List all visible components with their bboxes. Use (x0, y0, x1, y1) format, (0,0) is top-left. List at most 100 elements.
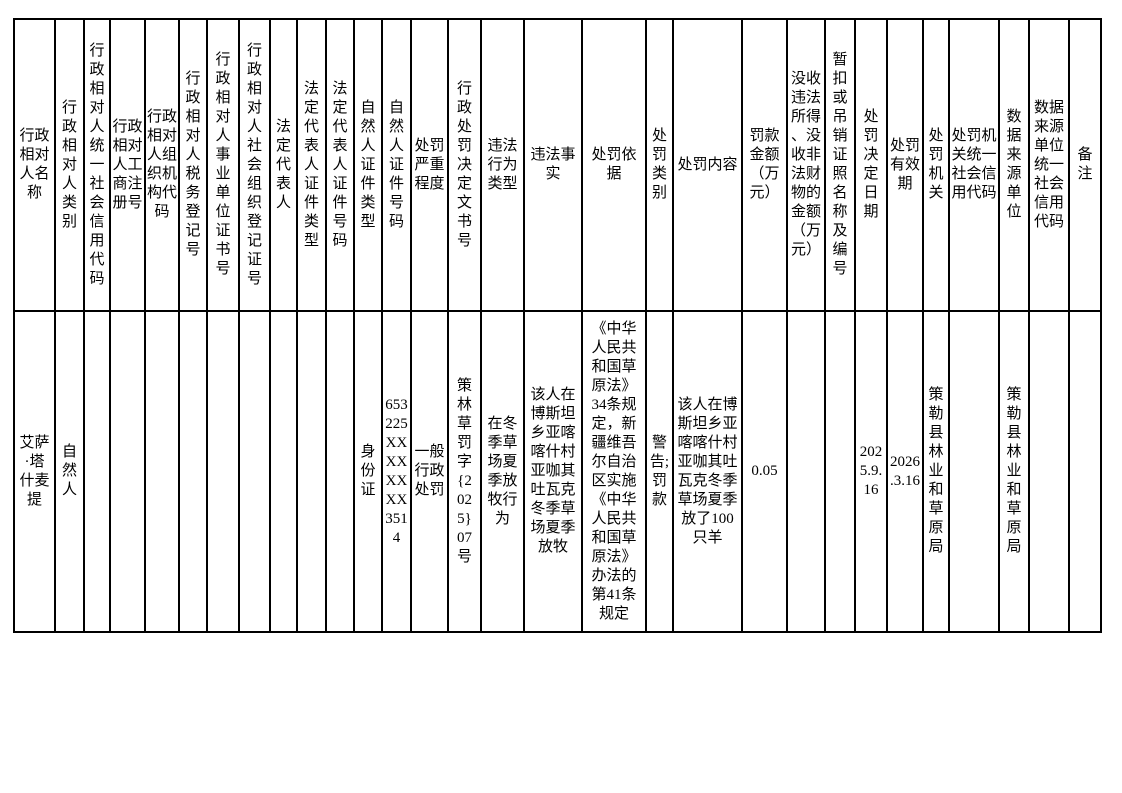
penalty-table: 行政相对人名称 行政相对人类别 行政相对人统一社会信用代码 行政相对人工商注册号 行政相… (13, 18, 1102, 633)
cell-value-party-name: 艾萨·塔什麦提 (19, 434, 50, 508)
header-cell-legal-rep-id-type: 法定代表人证件类型 (296, 18, 327, 312)
cell-party-type: 自然人 (54, 310, 85, 633)
header-cell-remarks: 备注 (1068, 18, 1102, 312)
cell-penalty-severity: 一般行政处罚 (410, 310, 449, 633)
header-cell-violation-facts: 违法事实 (523, 18, 583, 312)
header-cell-fine-amount: 罚款金额（万元） (741, 18, 788, 312)
cell-value-person-id-no: 653225XXXXXXXX3514 (385, 396, 408, 546)
header-label-social-org-cert-no: 行政相对人社会组织登记证号 (246, 42, 262, 287)
header-label-person-id-type: 自然人证件类型 (360, 99, 376, 230)
header-cell-party-type: 行政相对人类别 (54, 18, 85, 312)
cell-business-reg-no (109, 310, 146, 633)
header-cell-tax-reg-no: 行政相对人税务登记号 (178, 18, 208, 312)
cell-value-penalty-severity: 一般行政处罚 (414, 444, 445, 498)
header-label-violation-type: 违法行为类型 (487, 137, 518, 192)
header-cell-legal-rep: 法定代表人 (269, 18, 298, 312)
header-cell-penalty-category: 处罚类别 (645, 18, 674, 312)
header-cell-decision-doc-no: 行政处罚决定文书号 (447, 18, 482, 312)
header-label-decision-date: 处罚决定日期 (863, 109, 879, 220)
header-cell-party-name: 行政相对人名称 (13, 18, 56, 312)
header-cell-penalty-basis: 处罚依据 (581, 18, 647, 312)
cell-authority-credit-code (948, 310, 1000, 633)
cell-confiscation-amount (786, 310, 826, 633)
header-cell-penalty-severity: 处罚严重程度 (410, 18, 449, 312)
cell-value-violation-facts: 该人在博斯坦乡亚喀喀什村亚咖其吐瓦克冬季草场夏季放牧 (530, 387, 576, 555)
header-label-data-source-credit-code: 数据来源单位统一社会信用代码 (1033, 99, 1064, 230)
header-label-legal-rep-id-type: 法定代表人证件类型 (303, 80, 319, 249)
cell-value-decision-doc-no: 策林草罚字{2025}07号 (456, 377, 472, 565)
header-cell-penalty-authority: 处罚机关 (922, 18, 950, 312)
header-row: 行政相对人名称 行政相对人类别 行政相对人统一社会信用代码 行政相对人工商注册号 行政相… (13, 18, 1102, 312)
cell-person-id-no: 653225XXXXXXXX3514 (381, 310, 412, 633)
header-cell-data-source-unit: 数据来源单位 (998, 18, 1030, 312)
cell-license-revocation (824, 310, 856, 633)
header-cell-data-source-credit-code: 数据来源单位统一社会信用代码 (1028, 18, 1070, 312)
header-cell-person-id-no: 自然人证件号码 (381, 18, 412, 312)
header-label-legal-rep-id-no: 法定代表人证件号码 (332, 80, 348, 249)
cell-value-decision-date: 2025.9.16 (859, 444, 883, 498)
header-cell-social-org-cert-no: 行政相对人社会组织登记证号 (238, 18, 271, 312)
cell-legal-rep-id-type (296, 310, 327, 633)
header-cell-institution-cert-no: 行政相对人事业单位证书号 (206, 18, 240, 312)
header-label-remarks: 备注 (1077, 147, 1093, 182)
header-label-license-revocation: 暂扣或吊销证照名称及编号 (832, 52, 848, 277)
document-page: 行政相对人名称 行政相对人类别 行政相对人统一社会信用代码 行政相对人工商注册号 行政相… (13, 18, 1102, 633)
header-label-data-source-unit: 数据来源单位 (1006, 109, 1022, 220)
cell-party-name: 艾萨·塔什麦提 (13, 310, 56, 633)
header-cell-violation-type: 违法行为类型 (480, 18, 525, 312)
cell-value-data-source-unit: 策勒县林业和草原局 (1006, 387, 1022, 555)
cell-social-org-cert-no (238, 310, 271, 633)
cell-institution-cert-no (206, 310, 240, 633)
cell-value-penalty-basis: 《中华人民共和国草原法》34条规定，新疆维吾尔自治区实施《中华人民共和国草原法》… (591, 320, 637, 622)
cell-value-violation-type: 在冬季草场夏季放牧行为 (487, 415, 518, 527)
cell-validity-period: 2026.3.16 (886, 310, 924, 633)
data-row: 艾萨·塔什麦提 自然人 身份证 653225XXXXXXXX3514 一般行政处罚 策林草… (13, 310, 1102, 633)
cell-fine-amount: 0.05 (741, 310, 788, 633)
cell-person-id-type: 身份证 (353, 310, 383, 633)
header-label-authority-credit-code: 处罚机关统一社会信用代码 (951, 128, 997, 201)
header-cell-org-code: 行政相对人组织机构代码 (144, 18, 180, 312)
cell-value-validity-period: 2026.3.16 (890, 453, 920, 489)
header-cell-penalty-content: 处罚内容 (672, 18, 743, 312)
cell-value-party-type: 自然人 (61, 444, 77, 498)
header-label-decision-doc-no: 行政处罚决定文书号 (456, 80, 472, 249)
header-label-org-code: 行政相对人组织机构代码 (146, 109, 177, 220)
cell-penalty-basis: 《中华人民共和国草原法》34条规定，新疆维吾尔自治区实施《中华人民共和国草原法》… (581, 310, 647, 633)
header-cell-authority-credit-code: 处罚机关统一社会信用代码 (948, 18, 1000, 312)
cell-tax-reg-no (178, 310, 208, 633)
cell-value-penalty-authority: 策勒县林业和草原局 (928, 387, 944, 555)
header-label-validity-period: 处罚有效期 (890, 137, 921, 192)
header-label-tax-reg-no: 行政相对人税务登记号 (185, 71, 201, 258)
cell-value-penalty-category: 警告;罚款 (649, 434, 670, 508)
header-label-party-credit-code: 行政相对人统一社会信用代码 (89, 42, 105, 287)
header-cell-legal-rep-id-no: 法定代表人证件号码 (325, 18, 355, 312)
cell-org-code (144, 310, 180, 633)
header-cell-decision-date: 处罚决定日期 (854, 18, 888, 312)
header-cell-person-id-type: 自然人证件类型 (353, 18, 383, 312)
header-cell-business-reg-no: 行政相对人工商注册号 (109, 18, 146, 312)
header-label-penalty-content: 处罚内容 (677, 156, 738, 173)
cell-violation-type: 在冬季草场夏季放牧行为 (480, 310, 525, 633)
cell-party-credit-code (83, 310, 111, 633)
header-cell-party-credit-code: 行政相对人统一社会信用代码 (83, 18, 111, 312)
header-label-violation-facts: 违法事实 (530, 147, 576, 182)
header-label-institution-cert-no: 行政相对人事业单位证书号 (215, 52, 231, 277)
header-cell-license-revocation: 暂扣或吊销证照名称及编号 (824, 18, 856, 312)
header-label-penalty-severity: 处罚严重程度 (414, 137, 445, 192)
cell-penalty-content: 该人在博斯坦乡亚喀喀什村亚咖其吐瓦克冬季草场夏季放了100只羊 (672, 310, 743, 633)
cell-data-source-unit: 策勒县林业和草原局 (998, 310, 1030, 633)
header-label-business-reg-no: 行政相对人工商注册号 (112, 118, 143, 211)
header-label-person-id-no: 自然人证件号码 (388, 99, 404, 230)
cell-penalty-category: 警告;罚款 (645, 310, 674, 633)
header-label-confiscation-amount: 没收违法所得、没收非法财物的金额（万元） (790, 71, 821, 258)
cell-value-person-id-type: 身份证 (360, 444, 376, 498)
cell-remarks (1068, 310, 1102, 633)
cell-decision-date: 2025.9.16 (854, 310, 888, 633)
header-label-party-type: 行政相对人类别 (61, 99, 77, 230)
cell-decision-doc-no: 策林草罚字{2025}07号 (447, 310, 482, 633)
cell-violation-facts: 该人在博斯坦乡亚喀喀什村亚咖其吐瓦克冬季草场夏季放牧 (523, 310, 583, 633)
header-label-penalty-basis: 处罚依据 (591, 147, 637, 182)
cell-legal-rep-id-no (325, 310, 355, 633)
cell-value-penalty-content: 该人在博斯坦乡亚喀喀什村亚咖其吐瓦克冬季草场夏季放了100只羊 (677, 396, 738, 546)
header-cell-validity-period: 处罚有效期 (886, 18, 924, 312)
